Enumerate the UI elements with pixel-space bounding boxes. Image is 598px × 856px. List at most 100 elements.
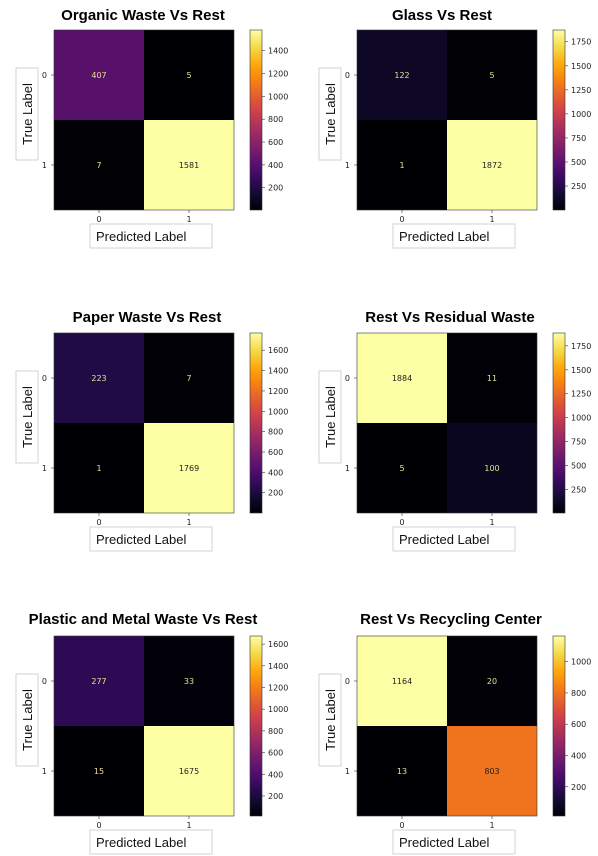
matrix-cell	[144, 120, 234, 210]
colorbar-tick-label: 1250	[571, 390, 591, 399]
matrix-cell	[54, 636, 144, 726]
cell-value: 407	[91, 71, 106, 80]
matrix-cell	[357, 333, 447, 423]
y-axis-label: True Label	[323, 83, 338, 145]
matrix-cell	[447, 423, 537, 513]
x-tick-label: 0	[96, 518, 101, 527]
x-axis-label: Predicted Label	[399, 835, 489, 850]
matrix-cell	[357, 423, 447, 513]
cell-value: 7	[96, 161, 101, 170]
cell-value: 1675	[179, 767, 199, 776]
matrix-cell	[357, 30, 447, 120]
matrix-cell	[54, 120, 144, 210]
y-tick-label: 0	[42, 374, 47, 383]
matrix-cell	[54, 30, 144, 120]
colorbar-tick-label: 250	[571, 486, 586, 495]
y-tick-label: 0	[42, 71, 47, 80]
colorbar	[249, 332, 263, 514]
x-tick-label: 0	[96, 821, 101, 830]
x-label-box	[89, 526, 213, 552]
chart-title: Rest Vs Residual Waste	[365, 309, 535, 326]
matrix-frame	[53, 635, 235, 817]
y-axis-label: True Label	[20, 83, 35, 145]
y-label-box	[318, 673, 342, 767]
y-label-box	[15, 67, 39, 161]
colorbar-tick-label: 800	[571, 689, 586, 698]
matrix-cell	[447, 333, 537, 423]
colorbar-tick-label: 400	[268, 770, 283, 779]
cell-value: 122	[394, 71, 409, 80]
matrix-cell	[144, 636, 234, 726]
x-axis-label: Predicted Label	[96, 229, 186, 244]
cell-value: 20	[487, 677, 497, 686]
cell-value: 13	[397, 767, 407, 776]
colorbar-tick-label: 1200	[268, 387, 288, 396]
colorbar-tick-label: 200	[571, 783, 586, 792]
colorbar-tick-label: 800	[268, 428, 283, 437]
colorbar	[552, 29, 566, 211]
colorbar-tick-label: 600	[571, 720, 586, 729]
x-axis-label: Predicted Label	[96, 835, 186, 850]
x-tick-label: 0	[399, 518, 404, 527]
colorbar-tick-label: 1400	[268, 662, 288, 671]
colorbar-tick-label: 1000	[268, 705, 288, 714]
matrix-frame	[356, 332, 538, 514]
matrix-cell	[144, 423, 234, 513]
colorbar-tick-label: 200	[268, 184, 283, 193]
x-label-box	[392, 223, 516, 249]
y-tick-label: 1	[345, 767, 350, 776]
matrix-cell	[357, 120, 447, 210]
y-tick-label: 1	[42, 161, 47, 170]
y-label-box	[15, 370, 39, 464]
x-tick-label: 0	[399, 215, 404, 224]
chart-title: Glass Vs Rest	[392, 7, 492, 24]
cell-value: 5	[186, 71, 191, 80]
colorbar	[552, 332, 566, 514]
colorbar-tick-label: 1600	[268, 640, 288, 649]
cell-value: 1769	[179, 464, 199, 473]
y-tick-label: 0	[345, 71, 350, 80]
colorbar-tick-label: 200	[268, 792, 283, 801]
x-label-box	[392, 829, 516, 855]
x-tick-label: 1	[489, 518, 494, 527]
chart-title: Rest Vs Recycling Center	[360, 611, 542, 628]
colorbar-tick-label: 1250	[571, 86, 591, 95]
colorbar-tick-label: 1500	[571, 62, 591, 71]
colorbar-tick-label: 1750	[571, 342, 591, 351]
colorbar-tick-label: 200	[268, 489, 283, 498]
colorbar-tick-label: 750	[571, 134, 586, 143]
y-tick-label: 1	[42, 767, 47, 776]
matrix-frame	[356, 635, 538, 817]
x-tick-label: 0	[96, 215, 101, 224]
cell-value: 803	[484, 767, 499, 776]
y-axis-label: True Label	[20, 689, 35, 751]
cell-value: 1	[399, 161, 404, 170]
colorbar-tick-label: 600	[268, 749, 283, 758]
colorbar-tick-label: 1600	[268, 346, 288, 355]
y-tick-label: 0	[345, 374, 350, 383]
cell-value: 1	[96, 464, 101, 473]
colorbar-tick-label: 600	[268, 138, 283, 147]
chart-title: Organic Waste Vs Rest	[61, 7, 225, 24]
cell-value: 1581	[179, 161, 199, 170]
y-tick-label: 1	[42, 464, 47, 473]
y-axis-label: True Label	[323, 386, 338, 448]
colorbar-tick-label: 1200	[268, 70, 288, 79]
matrix-cell	[54, 333, 144, 423]
cell-value: 100	[484, 464, 499, 473]
colorbar-tick-label: 1750	[571, 38, 591, 47]
x-tick-label: 1	[186, 215, 191, 224]
matrix-cell	[144, 30, 234, 120]
x-axis-label: Predicted Label	[399, 229, 489, 244]
x-axis-label: Predicted Label	[399, 532, 489, 547]
colorbar-tick-label: 800	[268, 727, 283, 736]
colorbar-tick-label: 750	[571, 438, 586, 447]
colorbar-tick-label: 1200	[268, 684, 288, 693]
matrix-cell	[447, 636, 537, 726]
y-label-box	[318, 67, 342, 161]
colorbar-tick-label: 1000	[571, 658, 591, 667]
